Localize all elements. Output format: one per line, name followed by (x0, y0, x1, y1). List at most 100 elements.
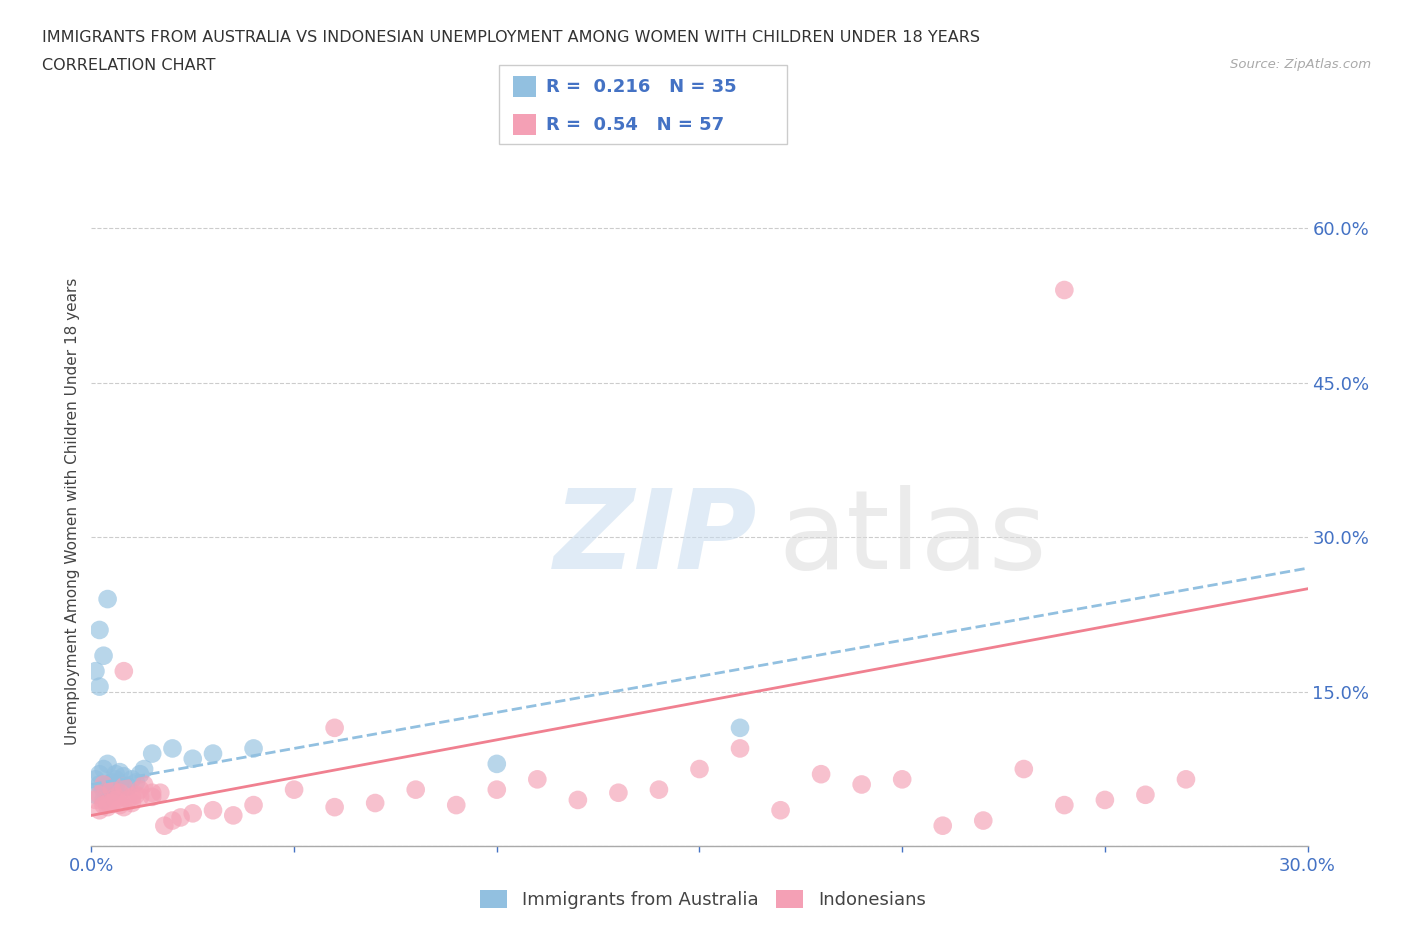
Point (104, 792, 127, 807)
Point (112, 800, 135, 815)
Text: R =  0.216   N = 35: R = 0.216 N = 35 (546, 78, 737, 97)
Point (117, 779, 139, 794)
Point (181, 806, 204, 821)
Point (89, 788, 111, 803)
Point (129, 766, 152, 781)
Point (132, 762, 155, 777)
Point (891, 772, 914, 787)
Point (104, 779, 127, 794)
Point (851, 777, 873, 792)
Point (242, 741, 264, 756)
Point (125, 775, 148, 790)
Point (125, 788, 148, 803)
Point (93, 762, 115, 777)
Point (112, 664, 135, 679)
Point (405, 782, 427, 797)
Point (1094, 792, 1116, 807)
Point (485, 756, 508, 771)
Point (84, 664, 107, 679)
Point (104, 790, 127, 804)
Point (108, 764, 131, 779)
Point (153, 818, 176, 833)
Point (222, 808, 245, 823)
Point (97, 591, 120, 606)
Point (97, 795, 120, 810)
Point (242, 798, 264, 813)
Point (93, 648, 115, 663)
Point (485, 782, 508, 797)
Point (100, 775, 122, 790)
Point (89, 679, 111, 694)
Point (93, 798, 115, 813)
Text: Source: ZipAtlas.com: Source: ZipAtlas.com (1230, 58, 1371, 71)
Point (104, 772, 127, 787)
Point (84, 792, 107, 807)
Point (202, 803, 225, 817)
Point (129, 790, 152, 804)
Point (112, 779, 135, 794)
Point (112, 769, 135, 784)
Point (121, 790, 143, 804)
Point (93, 792, 115, 807)
Point (108, 798, 131, 813)
Point (202, 746, 225, 761)
Point (100, 785, 122, 800)
Point (121, 772, 143, 787)
Point (526, 772, 548, 787)
Point (84, 772, 107, 787)
Point (100, 795, 122, 810)
Point (104, 766, 127, 781)
Point (117, 792, 139, 807)
Point (323, 800, 346, 815)
Point (972, 813, 994, 828)
Point (323, 721, 346, 736)
Legend: Immigrants from Australia, Indonesians: Immigrants from Australia, Indonesians (472, 883, 934, 916)
Point (169, 810, 191, 825)
Text: IMMIGRANTS FROM AUSTRALIA VS INDONESIAN UNEMPLOYMENT AMONG WOMEN WITH CHILDREN U: IMMIGRANTS FROM AUSTRALIA VS INDONESIAN … (42, 30, 980, 45)
Point (364, 795, 387, 810)
Point (1135, 788, 1157, 803)
Point (1053, 283, 1076, 298)
Point (444, 798, 467, 813)
Point (108, 777, 131, 792)
Point (728, 741, 751, 756)
Text: CORRELATION CHART: CORRELATION CHART (42, 58, 215, 73)
Point (162, 741, 184, 756)
Point (100, 779, 122, 794)
Text: atlas: atlas (779, 485, 1047, 591)
Point (97, 777, 120, 792)
Point (688, 762, 710, 777)
Point (567, 792, 589, 807)
Point (97, 800, 120, 815)
Point (283, 782, 305, 797)
Point (162, 813, 184, 828)
Point (648, 782, 671, 797)
Point (769, 803, 792, 817)
Point (100, 782, 122, 797)
Point (931, 818, 953, 833)
Point (1175, 772, 1198, 787)
Point (108, 785, 131, 800)
Point (1012, 762, 1035, 777)
Point (728, 721, 751, 736)
Point (89, 766, 111, 781)
Point (84, 788, 107, 803)
Point (93, 782, 115, 797)
Point (89, 803, 111, 817)
Point (141, 785, 163, 800)
Point (181, 751, 204, 766)
Text: ZIP: ZIP (554, 485, 756, 591)
Y-axis label: Unemployment Among Women with Children Under 18 years: Unemployment Among Women with Children U… (65, 278, 80, 745)
Point (97, 756, 120, 771)
Point (149, 785, 172, 800)
Text: R =  0.54   N = 57: R = 0.54 N = 57 (546, 115, 724, 134)
Point (121, 795, 143, 810)
Point (89, 777, 111, 792)
Point (141, 790, 163, 804)
Point (1053, 798, 1076, 813)
Point (607, 785, 630, 800)
Point (132, 777, 155, 792)
Point (810, 766, 832, 781)
Point (141, 746, 163, 761)
Point (89, 622, 111, 637)
